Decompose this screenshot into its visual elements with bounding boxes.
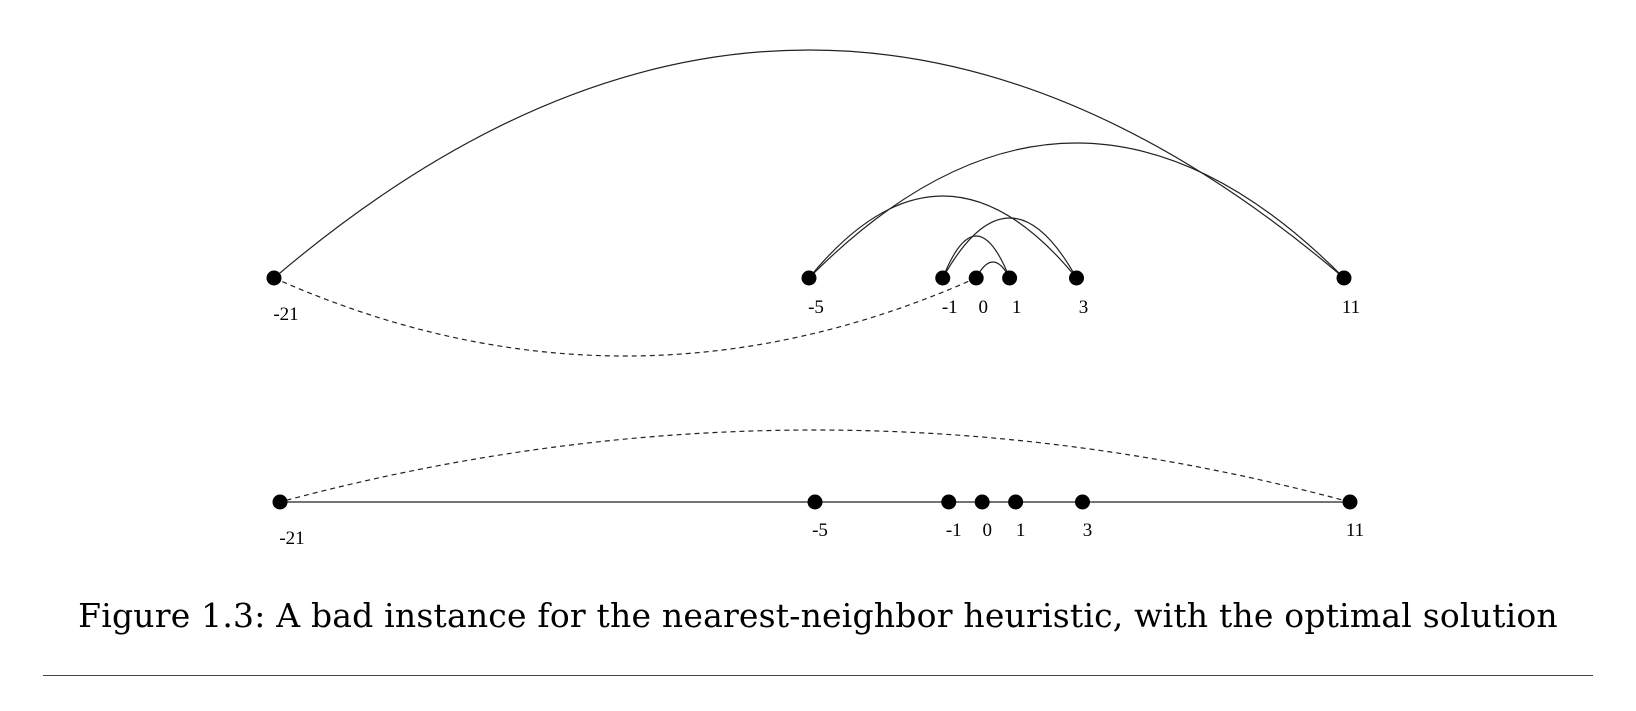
top-edge-3-to-neg5 [808, 195, 1077, 279]
top-node-neg21 [266, 270, 282, 286]
bottom-node-11 [1342, 494, 1358, 510]
bottom-node-neg5 [807, 494, 823, 510]
bottom-node-1 [1008, 494, 1024, 510]
bottom-label-neg21: -21 [279, 528, 304, 549]
top-node-3 [1069, 270, 1084, 286]
top-node-neg1 [935, 270, 951, 286]
nearest-neighbor-tour-diagram: -21 -5 -1 0 1 3 11 [266, 49, 1360, 357]
top-label-neg21: -21 [273, 304, 298, 325]
top-edges [273, 49, 1345, 357]
bottom-label-11: 11 [1346, 520, 1364, 541]
figure-caption: Figure 1.3: A bad instance for the neare… [78, 596, 1558, 635]
top-edge-11-to-neg21 [273, 49, 1345, 279]
top-node-neg5 [801, 270, 817, 286]
top-edge-1-to-neg1 [942, 235, 1011, 279]
bottom-node-neg1 [941, 494, 957, 510]
bottom-node-0 [974, 494, 990, 510]
top-labels: -21 -5 -1 0 1 3 11 [273, 297, 1360, 325]
top-label-neg1: -1 [942, 297, 958, 318]
top-nodes [266, 270, 1352, 286]
bottom-node-neg21 [272, 494, 288, 510]
bottom-label-neg5: -5 [812, 520, 828, 541]
top-label-1: 1 [1012, 297, 1022, 318]
top-node-11 [1336, 270, 1352, 286]
top-label-0: 0 [978, 297, 988, 318]
bottom-label-1: 1 [1016, 520, 1026, 541]
bottom-edges [279, 429, 1351, 503]
top-node-1 [1002, 270, 1018, 286]
bottom-dashed-edge-11-to-neg21 [279, 429, 1351, 503]
top-label-11: 11 [1342, 297, 1360, 318]
bottom-label-3: 3 [1083, 520, 1093, 541]
top-node-0 [968, 270, 984, 286]
top-label-3: 3 [1079, 297, 1089, 318]
bottom-label-neg1: -1 [946, 520, 962, 541]
bottom-rule [43, 675, 1593, 676]
top-edge-neg1-to-3 [942, 217, 1078, 279]
bottom-labels: -21 -5 -1 0 1 3 11 [279, 520, 1364, 549]
optimal-tour-diagram: -21 -5 -1 0 1 3 11 [272, 429, 1364, 549]
top-dashed-edge-neg21-to-0 [273, 277, 977, 357]
bottom-node-3 [1075, 494, 1090, 510]
bottom-nodes [272, 494, 1358, 510]
bottom-label-0: 0 [982, 520, 992, 541]
top-label-neg5: -5 [808, 297, 824, 318]
top-edge-neg5-to-11 [808, 142, 1345, 279]
